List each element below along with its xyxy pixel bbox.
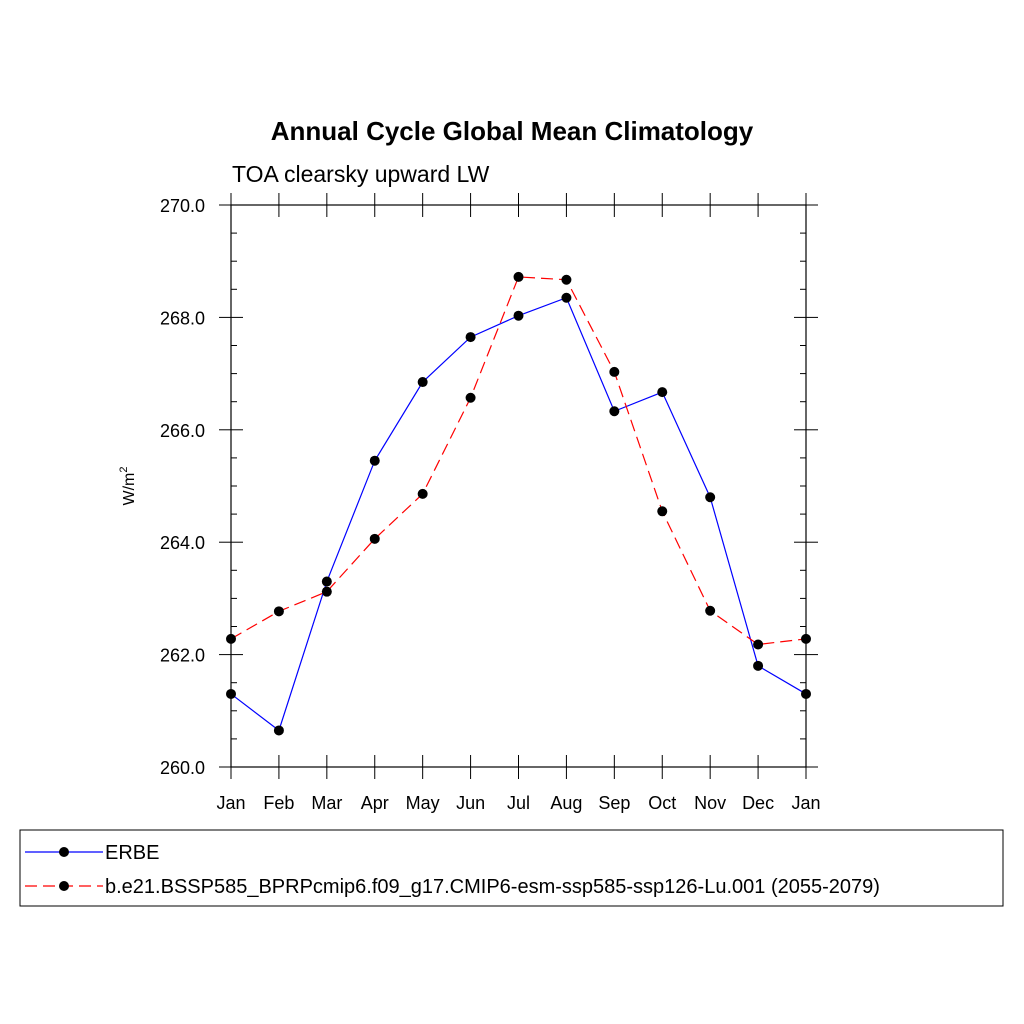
data-point: [513, 310, 524, 321]
y-tick-label: 260.0: [160, 758, 205, 778]
data-point: [321, 576, 332, 587]
x-tick-label: Aug: [550, 793, 582, 813]
data-point: [657, 506, 668, 517]
legend-label: ERBE: [105, 842, 159, 864]
data-point: [273, 606, 284, 617]
data-point: [657, 387, 668, 398]
chart-title: Annual Cycle Global Mean Climatology: [271, 116, 754, 146]
data-point: [753, 639, 764, 650]
data-point: [801, 688, 811, 699]
data-point: [561, 292, 572, 303]
x-tick-label: Jul: [507, 793, 530, 813]
data-point: [226, 688, 236, 699]
data-point: [705, 605, 716, 616]
y-tick-label: 270.0: [160, 196, 205, 216]
series-line: [230, 296, 807, 732]
series-layer: [226, 271, 811, 736]
plot-border: [230, 204, 807, 768]
x-tick-label: Dec: [742, 793, 774, 813]
x-tick-label: Jan: [791, 793, 820, 813]
svg-text:W/m2: W/m2: [118, 467, 138, 506]
x-tick-label: Jan: [216, 793, 245, 813]
legend-label: b.e21.BSSP585_BPRPcmip6.f09_g17.CMIP6-es…: [105, 876, 880, 898]
data-point: [801, 633, 811, 644]
y-tick-label: 264.0: [160, 533, 205, 553]
legend-marker: [59, 881, 69, 891]
x-tick-label: May: [406, 793, 440, 813]
legend-frame: [19, 829, 1004, 907]
y-axis-label: W/m: [121, 473, 138, 506]
data-point: [609, 406, 620, 417]
data-point: [465, 392, 476, 403]
data-point: [321, 586, 332, 597]
data-point: [753, 660, 764, 671]
data-point: [417, 488, 428, 499]
legend-marker: [59, 847, 69, 857]
y-axis-label-superscript: 2: [118, 467, 130, 473]
x-tick-label: Apr: [361, 793, 389, 813]
y-axis-title: W/m2: [118, 467, 138, 506]
plot-area: [230, 204, 807, 768]
x-tick-label: Nov: [694, 793, 726, 813]
series-2: [226, 271, 811, 650]
y-tick-label: 268.0: [160, 308, 205, 328]
y-axis-tick-labels: 260.0 262.0 264.0 266.0 268.0 270.0: [160, 196, 205, 778]
x-tick-label: Feb: [263, 793, 294, 813]
legend-item: b.e21.BSSP585_BPRPcmip6.f09_g17.CMIP6-es…: [25, 876, 880, 898]
series-line: [230, 276, 807, 646]
x-tick-label: Mar: [311, 793, 342, 813]
data-point: [705, 492, 716, 503]
data-point: [465, 332, 476, 343]
x-axis-tick-labels: Jan Feb Mar Apr May Jun Jul Aug Sep Oct Nov Dec Jan: [216, 793, 820, 813]
data-point: [417, 377, 428, 388]
series-1: [226, 292, 811, 736]
data-point: [609, 366, 620, 377]
chart-subtitle: TOA clearsky upward LW: [232, 161, 490, 187]
x-tick-label: Sep: [598, 793, 630, 813]
x-tick-label: Oct: [648, 793, 676, 813]
data-point: [226, 633, 236, 644]
y-tick-label: 262.0: [160, 646, 205, 666]
data-point: [369, 455, 380, 466]
data-point: [513, 271, 524, 282]
y-tick-label: 266.0: [160, 421, 205, 441]
x-tick-label: Jun: [456, 793, 485, 813]
legend: ERBE b.e21.BSSP585_BPRPcmip6.f09_g17.CMIP…: [19, 829, 1004, 907]
axis-ticks: [219, 193, 818, 779]
legend-item: ERBE: [25, 842, 159, 864]
data-point: [561, 274, 572, 285]
data-point: [369, 533, 380, 544]
data-point: [273, 725, 284, 736]
